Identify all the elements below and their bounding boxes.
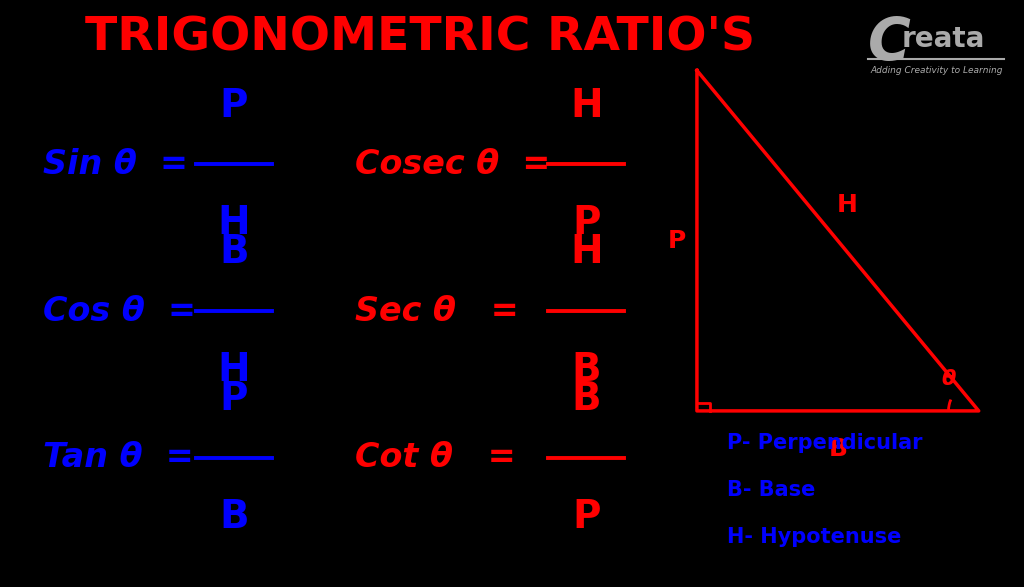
Text: C: C: [868, 15, 911, 72]
Text: P: P: [572, 204, 600, 242]
Text: θ: θ: [941, 369, 955, 389]
Text: Cos θ  =: Cos θ =: [43, 295, 196, 328]
Text: H: H: [218, 204, 250, 242]
Text: B: B: [571, 380, 601, 418]
Text: Adding Creativity to Learning: Adding Creativity to Learning: [870, 66, 1002, 75]
Text: H: H: [570, 234, 602, 271]
Text: H: H: [218, 351, 250, 389]
Text: P: P: [220, 87, 248, 124]
Text: B- Base: B- Base: [727, 480, 815, 500]
Text: Cot θ   =: Cot θ =: [354, 441, 515, 474]
Text: reata: reata: [901, 25, 985, 53]
Text: B: B: [219, 234, 249, 271]
Text: Tan θ  =: Tan θ =: [43, 441, 194, 474]
Text: P: P: [668, 229, 686, 252]
Text: B: B: [828, 437, 847, 461]
Text: P- Perpendicular: P- Perpendicular: [727, 433, 923, 453]
Text: H- Hypotenuse: H- Hypotenuse: [727, 527, 901, 547]
Text: P: P: [220, 380, 248, 418]
Text: P: P: [572, 498, 600, 535]
Text: B: B: [219, 498, 249, 535]
Text: B: B: [571, 351, 601, 389]
Text: Cosec θ  =: Cosec θ =: [354, 148, 550, 181]
Text: Sec θ   =: Sec θ =: [354, 295, 518, 328]
Text: H: H: [570, 87, 602, 124]
Text: Sin θ  =: Sin θ =: [43, 148, 187, 181]
Text: H: H: [837, 194, 857, 217]
Text: TRIGONOMETRIC RATIO'S: TRIGONOMETRIC RATIO'S: [85, 16, 756, 60]
